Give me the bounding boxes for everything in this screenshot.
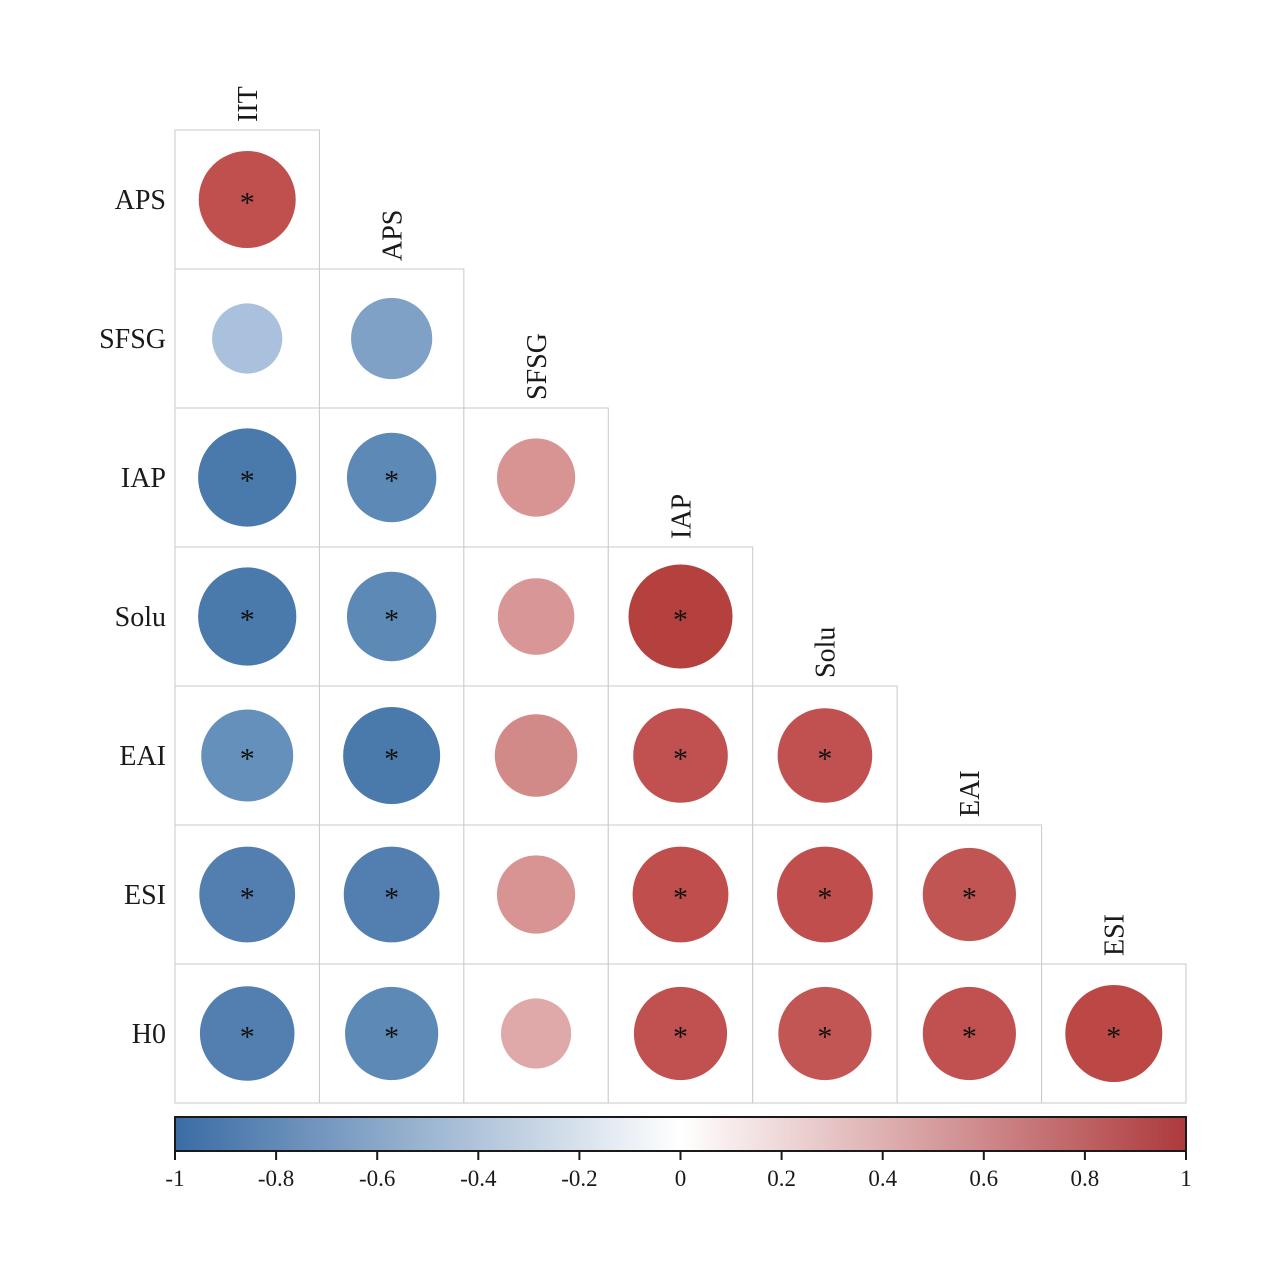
colorbar-tick-label: -0.8 xyxy=(258,1166,294,1191)
colorbar-tick-label: -1 xyxy=(165,1166,184,1191)
row-label-SFSG: SFSG xyxy=(99,324,166,355)
colorbar-tick-label: 0.2 xyxy=(767,1166,796,1191)
row-label-IAP: IAP xyxy=(121,463,166,494)
colorbar-tick-label: -0.6 xyxy=(359,1166,395,1191)
colorbar-tick-label: 0.4 xyxy=(868,1166,897,1191)
correlation-circle xyxy=(500,998,572,1069)
significance-star: * xyxy=(673,1021,688,1054)
column-label-IIT: IIT xyxy=(233,86,264,122)
correlation-circle xyxy=(198,428,297,527)
correlation-circle xyxy=(633,986,728,1081)
significance-star: * xyxy=(240,1021,255,1054)
column-label-EAI: EAI xyxy=(955,770,986,817)
correlation-circle xyxy=(494,714,578,797)
row-label-APS: APS xyxy=(115,185,166,216)
significance-star: * xyxy=(384,1021,399,1054)
significance-star: * xyxy=(962,882,977,915)
correlation-circle xyxy=(351,297,433,380)
correlation-circle xyxy=(922,986,1016,1081)
column-label-APS: APS xyxy=(377,210,408,261)
correlation-circle xyxy=(345,986,439,1081)
correlation-circle xyxy=(201,709,294,802)
colorbar-tick-label: 0.6 xyxy=(969,1166,998,1191)
correlation-circle xyxy=(212,303,283,374)
row-label-Solu: Solu xyxy=(115,602,166,633)
significance-star: * xyxy=(240,743,255,776)
correlation-circle xyxy=(343,846,440,943)
significance-star: * xyxy=(384,604,399,637)
colorbar-tick-label: -0.4 xyxy=(460,1166,497,1191)
correlation-circle xyxy=(199,986,295,1081)
significance-star: * xyxy=(817,1021,832,1054)
significance-star: * xyxy=(240,465,255,498)
correlation-circle xyxy=(922,847,1016,942)
significance-star: * xyxy=(384,882,399,915)
correlation-circle xyxy=(628,564,733,669)
significance-star: * xyxy=(1106,1021,1121,1054)
significance-star: * xyxy=(817,743,832,776)
row-label-EAI: EAI xyxy=(119,741,166,772)
correlation-circle xyxy=(777,708,873,803)
correlation-circle xyxy=(497,578,575,655)
significance-star: * xyxy=(240,187,255,220)
correlation-circle xyxy=(1065,985,1163,1082)
significance-star: * xyxy=(240,882,255,915)
significance-star: * xyxy=(817,882,832,915)
colorbar-tick-label: 0.8 xyxy=(1071,1166,1100,1191)
significance-star: * xyxy=(673,882,688,915)
colorbar-tick-label: 1 xyxy=(1180,1166,1192,1191)
correlation-circle xyxy=(632,846,729,943)
correlation-circle xyxy=(198,567,297,666)
correlation-circle xyxy=(777,846,873,943)
correlation-circle xyxy=(496,855,576,934)
row-label-ESI: ESI xyxy=(124,880,166,911)
significance-star: * xyxy=(673,743,688,776)
correlation-circle xyxy=(199,846,296,943)
correlation-circle xyxy=(346,571,437,662)
row-label-H0: H0 xyxy=(132,1019,166,1050)
colorbar-gradient xyxy=(174,1116,1187,1152)
column-label-ESI: ESI xyxy=(1100,914,1131,956)
correlation-circle xyxy=(346,432,437,523)
significance-star: * xyxy=(962,1021,977,1054)
significance-star: * xyxy=(240,604,255,637)
column-label-Solu: Solu xyxy=(811,627,842,678)
correlation-circle xyxy=(343,707,441,804)
correlation-circle xyxy=(633,708,728,803)
column-label-SFSG: SFSG xyxy=(522,333,553,400)
correlation-circle xyxy=(496,438,576,517)
column-label-IAP: IAP xyxy=(666,494,697,539)
significance-star: * xyxy=(384,465,399,498)
correlation-circle xyxy=(778,986,872,1081)
colorbar-tick-label: -0.2 xyxy=(561,1166,597,1191)
colorbar-tick-label: 0 xyxy=(675,1166,687,1191)
correlation-circle xyxy=(198,151,296,248)
significance-star: * xyxy=(673,604,688,637)
significance-star: * xyxy=(384,743,399,776)
